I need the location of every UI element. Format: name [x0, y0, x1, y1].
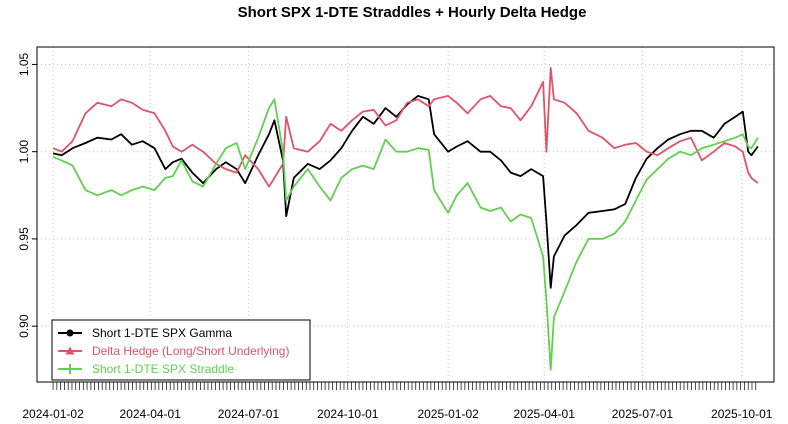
x-tick-label: 2025-10-01: [711, 407, 773, 421]
y-tick-label: 0.90: [17, 314, 31, 338]
y-tick-label: 1.05: [17, 52, 31, 76]
y-tick-label: 1.00: [17, 140, 31, 164]
axes: 0.90 0.95 1.00 1.05 2024-01-02 2024-04-01 2024…: [17, 47, 773, 421]
legend-marker-plus: [65, 364, 75, 374]
legend-box: [51, 319, 311, 381]
series-line-1: [52, 95, 759, 289]
series-line-2: [52, 67, 759, 188]
x-tick-label: 2024-01-02: [22, 407, 84, 421]
legend-label-3: Short 1-DTE SPX Straddle: [92, 362, 234, 376]
legend-label-1: Short 1-DTE SPX Gamma: [92, 326, 232, 340]
x-tick-label: 2025-04-01: [514, 407, 576, 421]
x-tick-label: 2025-07-01: [612, 407, 674, 421]
x-tick-label: 2024-04-01: [120, 407, 182, 421]
legend-marker-triangle: [65, 346, 75, 355]
x-tick-label: 2024-10-01: [317, 407, 379, 421]
x-tick-label: 2024-07-01: [218, 407, 280, 421]
series-line-3: [52, 98, 759, 371]
legend-marker-circle: [66, 329, 74, 337]
y-tick-label: 0.95: [17, 227, 31, 251]
series-lines: [52, 67, 759, 371]
legend: Short 1-DTE SPX Gamma Delta Hedge (Long/S…: [51, 319, 311, 381]
legend-label-2: Delta Hedge (Long/Short Underlying): [92, 344, 289, 358]
chart-title: Short SPX 1-DTE Straddles + Hourly Delta…: [238, 4, 587, 21]
x-tick-label: 2025-01-02: [417, 407, 479, 421]
